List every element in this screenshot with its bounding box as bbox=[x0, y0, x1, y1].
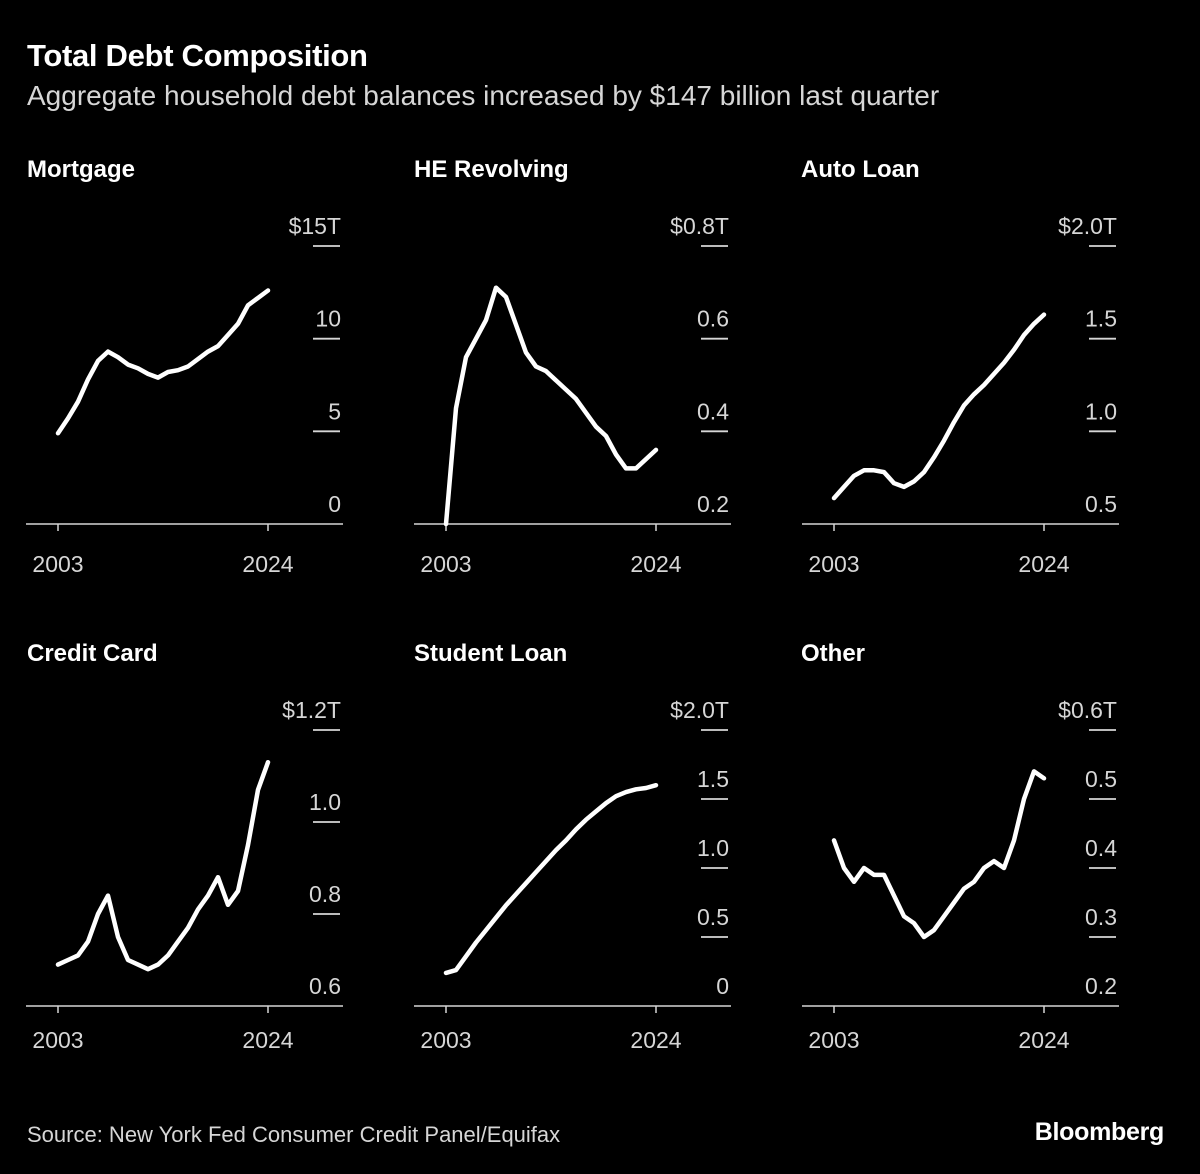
credit-card-series-line bbox=[55, 759, 271, 972]
he-revolving-series-line bbox=[443, 285, 659, 527]
credit-card-y-tick-label: 0.6 bbox=[309, 973, 341, 999]
other-y-tick-label: 0.5 bbox=[1085, 766, 1117, 792]
student-loan-y-tick-label: $2.0T bbox=[670, 697, 729, 723]
mortgage-y-tick-label: 10 bbox=[315, 306, 341, 332]
mortgage-y-tick-label: 0 bbox=[328, 491, 341, 517]
auto-loan-x-tick-label: 2003 bbox=[808, 551, 859, 577]
student-loan-x-tick-label: 2024 bbox=[630, 1027, 681, 1053]
chart-title: Total Debt Composition bbox=[27, 38, 368, 73]
he-revolving-x-tick-label: 2003 bbox=[420, 551, 471, 577]
mortgage-y-tick-label: 5 bbox=[328, 398, 341, 424]
other-y-tick-label: 0.2 bbox=[1085, 973, 1117, 999]
other-x-tick-label: 2003 bbox=[808, 1027, 859, 1053]
he-revolving-y-tick-label: 0.2 bbox=[697, 491, 729, 517]
auto-loan-x-tick-label: 2024 bbox=[1018, 551, 1069, 577]
panel-title-credit-card: Credit Card bbox=[27, 640, 158, 667]
auto-loan-y-tick-label: $2.0T bbox=[1058, 213, 1117, 239]
auto-loan-y-tick-label: 0.5 bbox=[1085, 491, 1117, 517]
student-loan-x-tick-label: 2003 bbox=[420, 1027, 471, 1053]
credit-card-x-tick-label: 2003 bbox=[32, 1027, 83, 1053]
panel-title-other: Other bbox=[801, 640, 866, 667]
student-loan-y-tick-label: 0.5 bbox=[697, 904, 729, 930]
other-y-tick-label: 0.4 bbox=[1085, 835, 1117, 861]
he-revolving-y-tick-label: 0.4 bbox=[697, 398, 729, 424]
other-y-tick-label: 0.3 bbox=[1085, 904, 1117, 930]
panel-title-auto-loan: Auto Loan bbox=[801, 156, 920, 183]
mortgage-x-tick-label: 2024 bbox=[242, 551, 293, 577]
credit-card-y-tick-label: 0.8 bbox=[309, 881, 341, 907]
he-revolving-y-tick-label: $0.8T bbox=[670, 213, 729, 239]
bloomberg-logo: Bloomberg bbox=[1034, 1118, 1165, 1146]
credit-card-y-tick-label: 1.0 bbox=[309, 789, 341, 815]
he-revolving-x-tick-label: 2024 bbox=[630, 551, 681, 577]
student-loan-series-line bbox=[443, 782, 659, 976]
other-x-tick-label: 2024 bbox=[1018, 1027, 1069, 1053]
student-loan-y-tick-label: 1.0 bbox=[697, 835, 729, 861]
auto-loan-series-line bbox=[831, 312, 1047, 501]
panel-title-mortgage: Mortgage bbox=[27, 156, 135, 183]
credit-card-y-tick-label: $1.2T bbox=[282, 697, 341, 723]
other-y-tick-label: $0.6T bbox=[1058, 697, 1117, 723]
mortgage-y-tick-label: $15T bbox=[289, 213, 341, 239]
panel-title-student-loan: Student Loan bbox=[414, 640, 568, 667]
credit-card-x-tick-label: 2024 bbox=[242, 1027, 293, 1053]
chart-subtitle: Aggregate household debt balances increa… bbox=[27, 80, 940, 111]
other-series-line bbox=[831, 769, 1047, 940]
mortgage-series-line bbox=[55, 288, 271, 436]
source-note: Source: New York Fed Consumer Credit Pan… bbox=[27, 1122, 561, 1147]
student-loan-y-tick-label: 0 bbox=[716, 973, 729, 999]
he-revolving-y-tick-label: 0.6 bbox=[697, 306, 729, 332]
mortgage-x-tick-label: 2003 bbox=[32, 551, 83, 577]
panel-title-he-revolving: HE Revolving bbox=[414, 156, 569, 183]
student-loan-y-tick-label: 1.5 bbox=[697, 766, 729, 792]
auto-loan-y-tick-label: 1.5 bbox=[1085, 306, 1117, 332]
auto-loan-y-tick-label: 1.0 bbox=[1085, 398, 1117, 424]
